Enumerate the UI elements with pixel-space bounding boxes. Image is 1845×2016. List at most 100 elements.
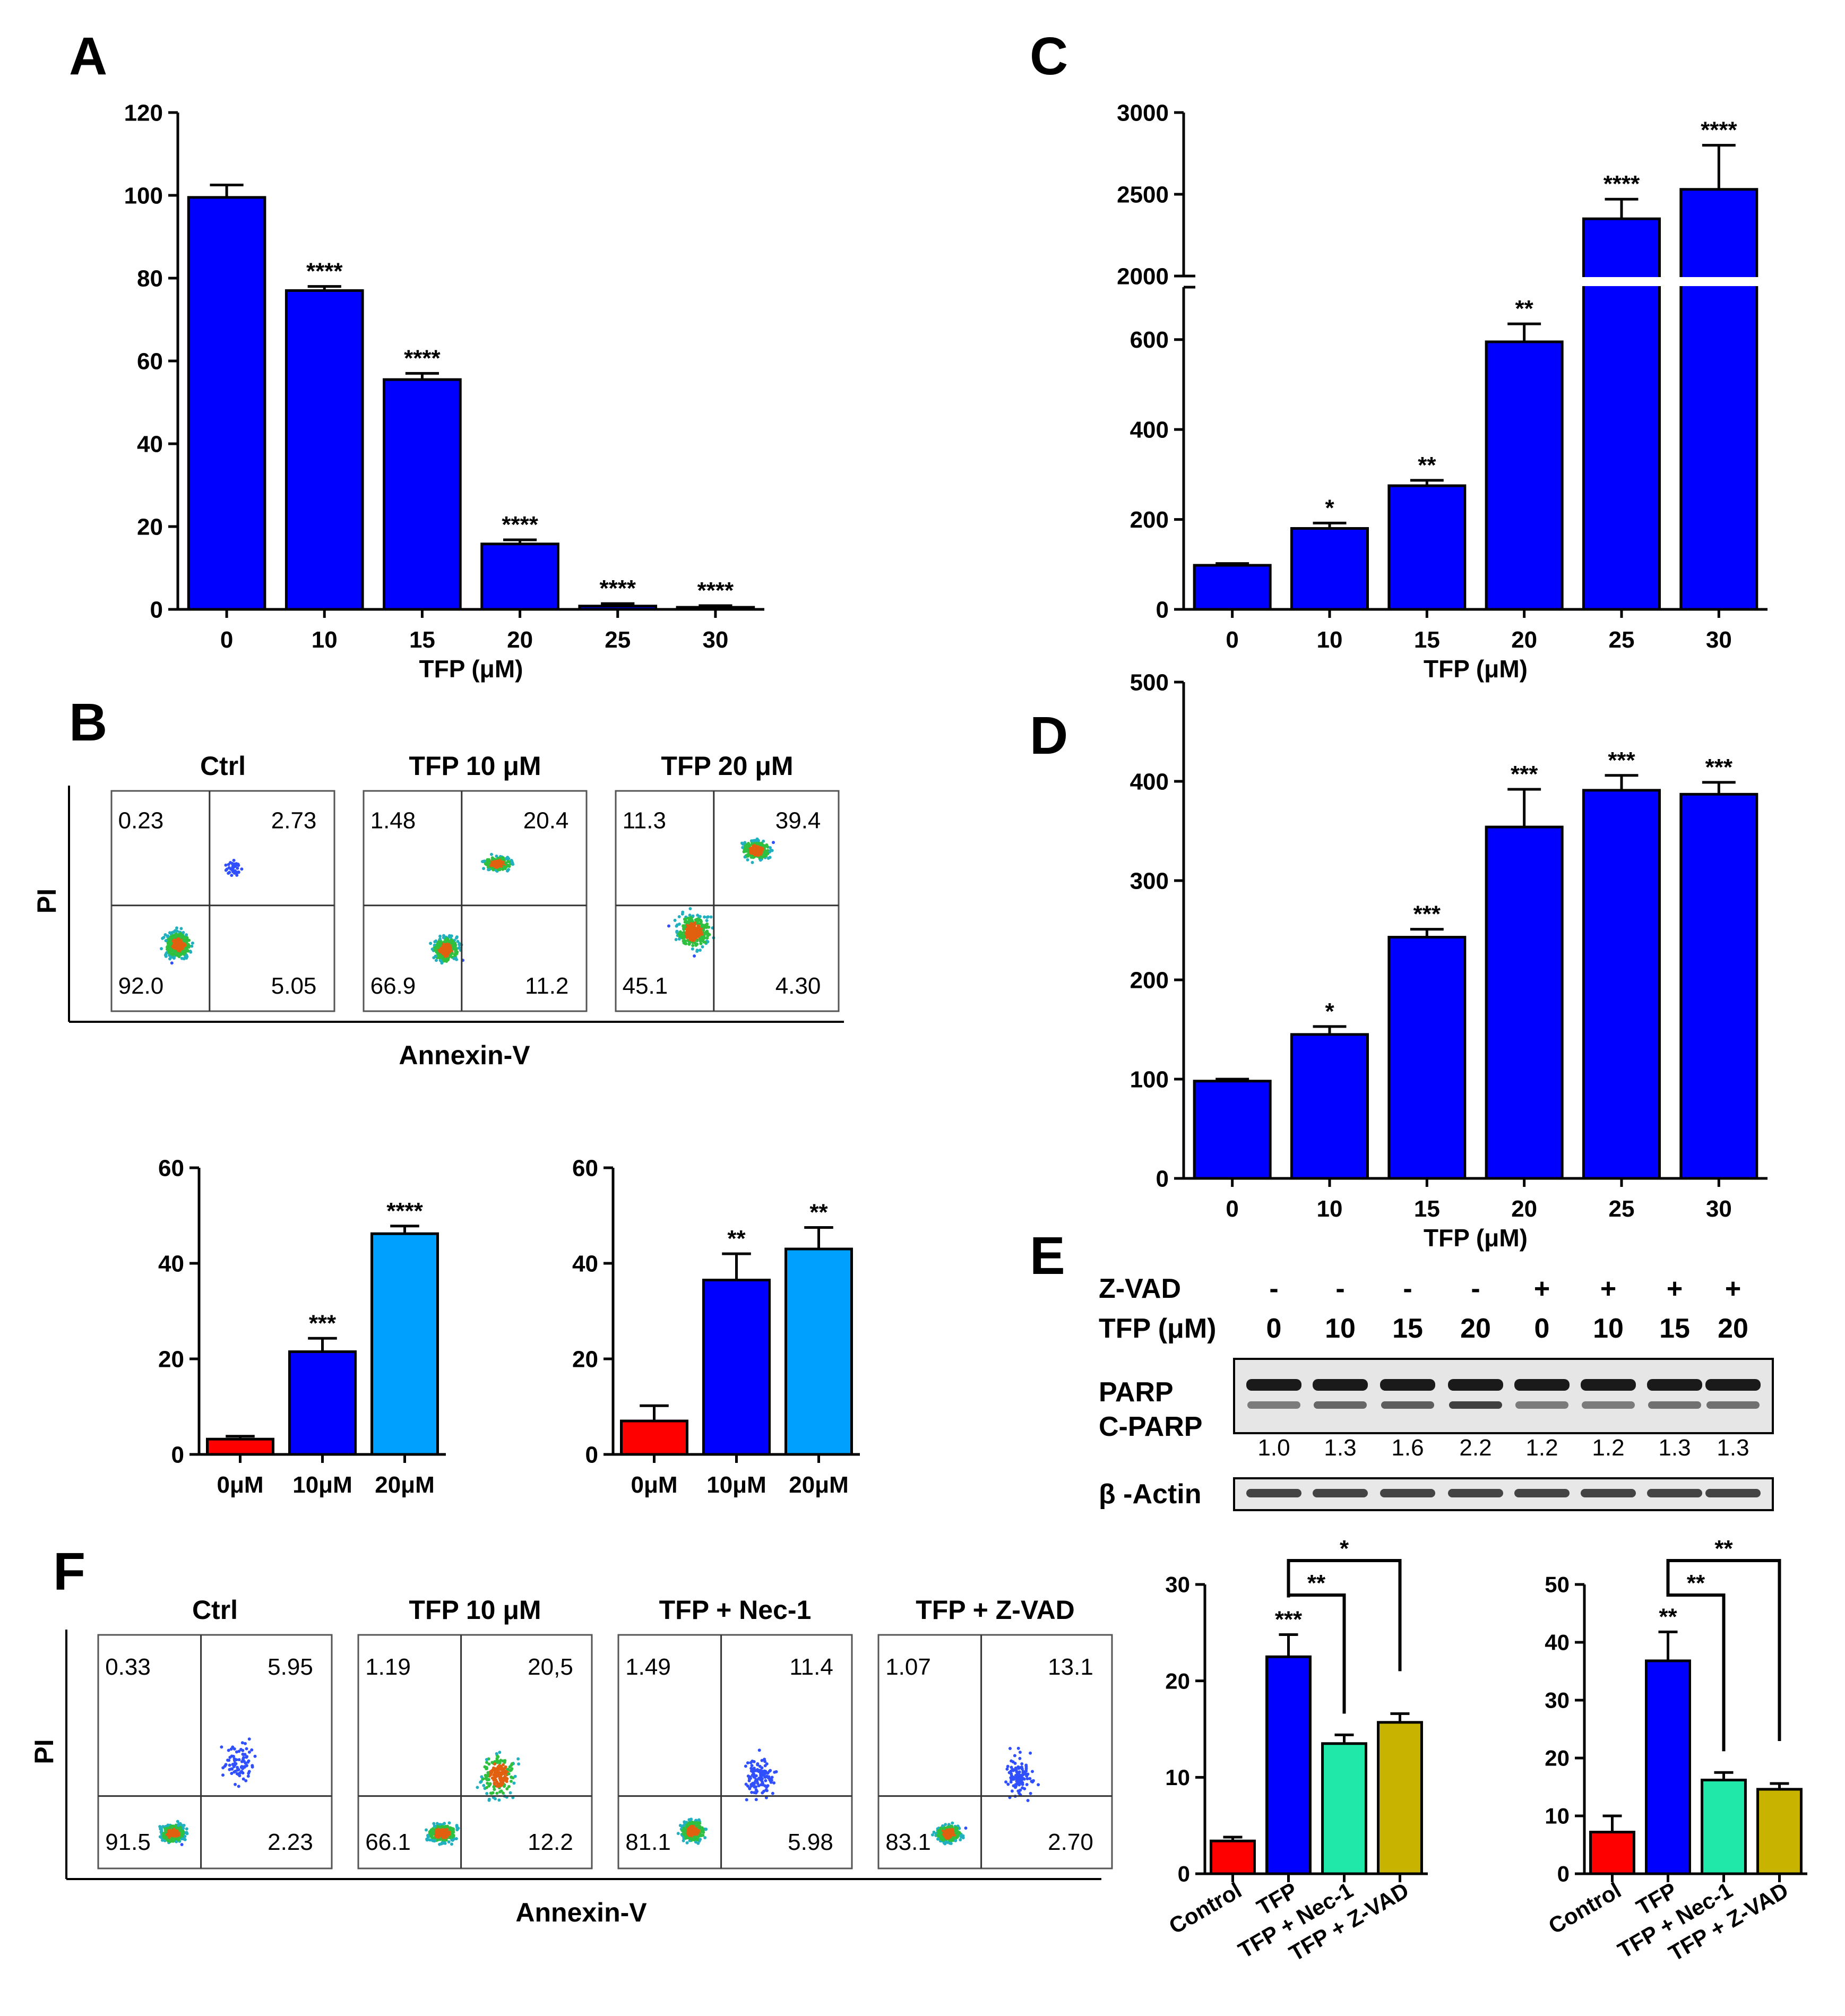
x-axis-label: TFP (μM) <box>1424 1224 1528 1252</box>
flow-event-dot <box>187 945 191 949</box>
flow-event-dot <box>769 1769 772 1772</box>
flow-event-dot <box>744 1764 747 1768</box>
comparison-bracket <box>1287 1559 1402 1672</box>
flow-event-dot <box>171 935 175 939</box>
x-tick-label: 0 <box>1226 1196 1238 1222</box>
significance-label: **** <box>600 575 636 601</box>
flow-event-dot <box>692 1838 696 1842</box>
flow-event-dot <box>751 1759 754 1763</box>
flow-event-dot <box>502 865 505 868</box>
flow-event-dot <box>486 1781 489 1785</box>
y-tick-label: 60 <box>158 1155 184 1181</box>
flow-event-dot <box>760 1759 764 1762</box>
parp-band <box>1246 1379 1301 1391</box>
y-tick-label: 600 <box>1130 327 1169 353</box>
flow-event-dot <box>748 1787 752 1790</box>
flow-event-dot <box>429 942 433 945</box>
flow-event-dot <box>447 1833 451 1837</box>
flow-event-dot <box>493 1762 496 1766</box>
flow-event-dot <box>676 923 679 927</box>
flow-event-dot <box>221 1773 225 1777</box>
x-tick-label: 20 <box>1511 627 1537 653</box>
y-tick-label: 60 <box>572 1155 598 1181</box>
flow-plot: TFP 10 μM 1.48 20.4 66.9 11.2 <box>363 751 588 1012</box>
flow-event-dot <box>169 1830 173 1834</box>
flow-event-dot <box>183 944 187 947</box>
flow-plot-frame <box>615 790 840 1012</box>
flow-event-dot <box>688 927 692 931</box>
bar <box>1582 789 1661 1180</box>
flow-event-dot <box>766 1784 770 1788</box>
bracket-label: ** <box>1307 1570 1326 1596</box>
flow-event-dot <box>952 1833 956 1837</box>
parp-band <box>1380 1379 1435 1391</box>
flow-event-dot <box>158 1835 162 1839</box>
flow-event-dot <box>746 1761 749 1765</box>
flow-event-dot <box>247 1750 251 1754</box>
flow-event-dot <box>497 1798 501 1802</box>
cparp-band <box>1515 1401 1568 1409</box>
x-tick-label: 20 <box>1511 1196 1537 1222</box>
flow-plot: TFP 20 μM 11.3 39.4 45.1 4.30 <box>615 751 840 1012</box>
actin-band <box>1313 1489 1368 1497</box>
flow-event-dot <box>169 943 173 946</box>
flow-event-dot <box>487 1784 491 1788</box>
parp-band-label: PARP <box>1099 1377 1174 1408</box>
chart-a-cell-viability: 0 20 40 60 80 100 120 0 **** 10 **** 15 **** 20 **** 25… <box>124 100 764 683</box>
flow-event-dot <box>454 947 458 951</box>
zvad-lane-sign: - <box>1471 1273 1480 1304</box>
flow-y-axis-label: PI <box>29 1739 59 1764</box>
flow-event-dot <box>756 854 760 857</box>
flow-event-dot <box>774 1770 778 1773</box>
flow-event-dot <box>1025 1777 1029 1780</box>
flow-event-dot <box>705 936 709 940</box>
flow-event-dot <box>159 1830 163 1834</box>
bar <box>370 1232 439 1456</box>
flow-event-dot <box>245 1747 248 1751</box>
flow-event-dot <box>746 1774 750 1778</box>
flow-event-dot <box>1011 1760 1015 1764</box>
flow-event-dot <box>700 923 704 927</box>
flow-event-dot <box>180 950 184 954</box>
flow-event-dot <box>496 1769 499 1772</box>
y-tick-label: 20 <box>1545 1746 1570 1771</box>
x-tick-label: Control <box>1165 1877 1246 1939</box>
y-tick-label: 0 <box>1178 1862 1190 1886</box>
flow-event-dot <box>482 867 486 871</box>
flow-event-dot <box>235 1758 238 1762</box>
flow-event-dot <box>959 1835 963 1839</box>
cparp-band <box>1706 1401 1760 1409</box>
flow-event-dot <box>1031 1770 1034 1773</box>
flow-event-dot <box>704 1828 708 1831</box>
flow-event-dot <box>753 1791 756 1795</box>
bar <box>1485 825 1564 1180</box>
flow-event-dot <box>487 861 491 865</box>
flow-event-dot <box>506 856 510 859</box>
flow-event-dot <box>694 918 697 921</box>
flow-event-dot <box>187 943 190 946</box>
flow-event-dot <box>757 849 761 853</box>
flow-plot-title: TFP 10 μM <box>409 751 541 781</box>
parp-cleavage-ratio: 1.2 <box>1525 1435 1558 1461</box>
flow-event-dot <box>765 852 769 856</box>
flow-event-dot <box>684 1832 687 1836</box>
flow-event-dot <box>758 1776 762 1780</box>
flow-event-dot <box>749 846 753 850</box>
bar <box>784 1247 853 1456</box>
flow-event-dot <box>746 848 749 852</box>
y-tick-label: 400 <box>1130 769 1169 795</box>
cparp-band-label: C-PARP <box>1099 1411 1202 1442</box>
flow-event-dot <box>676 1832 680 1836</box>
flow-event-dot <box>749 1777 752 1780</box>
flow-event-dot <box>236 866 239 870</box>
flow-event-dot <box>695 1829 699 1832</box>
flow-event-dot <box>1010 1765 1013 1769</box>
flow-event-dot <box>498 867 502 871</box>
flow-event-dot <box>693 954 696 958</box>
bar <box>284 289 364 611</box>
flow-event-dot <box>232 1770 236 1774</box>
flow-event-dot <box>697 1826 701 1830</box>
flow-event-dot <box>680 912 684 916</box>
flow-event-dot <box>165 1836 169 1840</box>
